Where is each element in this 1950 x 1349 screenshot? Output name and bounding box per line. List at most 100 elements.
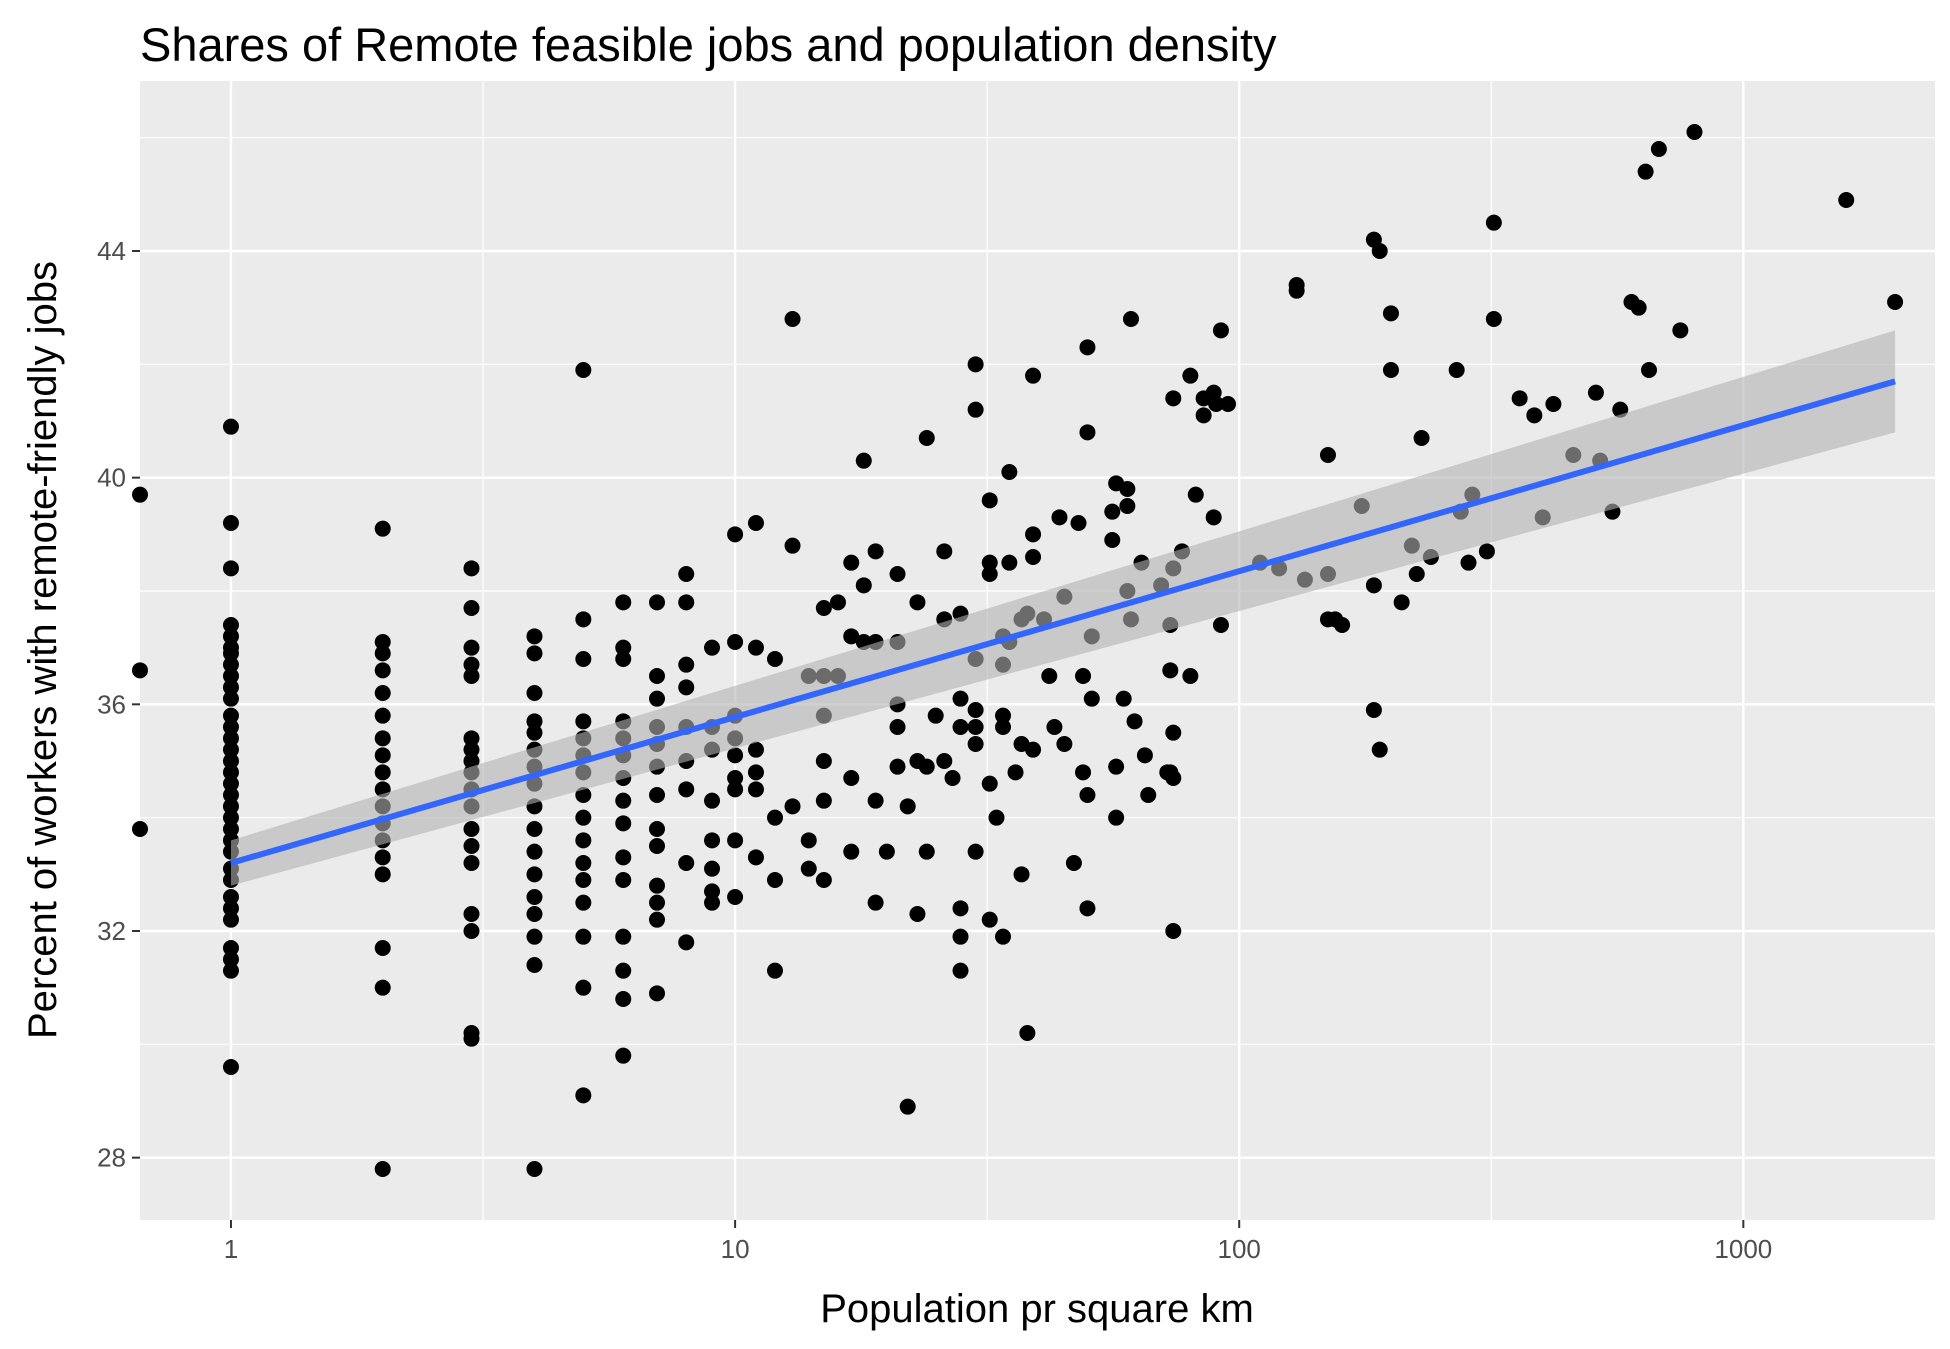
data-point xyxy=(704,639,721,656)
data-point xyxy=(575,979,592,996)
data-point xyxy=(526,645,543,662)
data-point xyxy=(374,866,391,883)
data-point xyxy=(575,611,592,628)
data-point xyxy=(678,934,695,951)
data-point xyxy=(1140,787,1157,803)
data-point xyxy=(1115,690,1132,707)
data-point xyxy=(1051,509,1068,526)
data-point xyxy=(575,651,592,667)
data-point xyxy=(222,690,239,707)
data-point xyxy=(678,656,695,673)
data-point xyxy=(1165,724,1182,741)
y-axis-title: Percent of workers with remote-friendly … xyxy=(21,261,65,1039)
data-point xyxy=(615,962,632,979)
data-point xyxy=(747,849,764,866)
y-tick-label: 36 xyxy=(97,689,126,719)
data-point xyxy=(1485,311,1502,327)
data-point xyxy=(1288,282,1305,299)
data-point xyxy=(463,855,480,871)
data-point xyxy=(1046,719,1063,735)
data-point xyxy=(767,962,784,979)
regression-fit xyxy=(230,330,1896,886)
data-point xyxy=(1083,690,1100,707)
data-point xyxy=(1448,362,1465,378)
data-point xyxy=(727,526,744,543)
data-point xyxy=(1070,515,1087,531)
data-point xyxy=(1526,407,1543,424)
data-point xyxy=(967,736,984,752)
data-point xyxy=(981,775,998,792)
data-point xyxy=(222,940,239,956)
data-point xyxy=(981,492,998,509)
data-point xyxy=(867,792,884,809)
data-point xyxy=(704,792,721,809)
data-point xyxy=(1119,498,1136,514)
data-point xyxy=(767,809,784,826)
data-point xyxy=(526,628,543,645)
data-point xyxy=(1460,554,1477,571)
data-point xyxy=(704,832,721,849)
data-point xyxy=(374,940,391,956)
data-point xyxy=(678,566,695,582)
x-tick-label: 1000 xyxy=(1714,1234,1772,1264)
data-point xyxy=(1393,594,1410,611)
data-point xyxy=(800,860,817,877)
data-point xyxy=(222,821,239,837)
data-point xyxy=(222,753,239,769)
data-point xyxy=(615,849,632,866)
data-point xyxy=(526,889,543,905)
y-tick-label: 28 xyxy=(97,1143,126,1173)
data-point xyxy=(222,741,239,758)
data-point xyxy=(575,894,592,911)
data-point xyxy=(1887,294,1904,310)
data-point xyxy=(1208,396,1225,412)
data-point xyxy=(1056,736,1073,752)
data-point xyxy=(727,770,744,786)
data-point xyxy=(747,781,764,798)
data-point xyxy=(526,821,543,837)
data-point xyxy=(936,543,953,560)
x-axis-title: Population pr square km xyxy=(820,1287,1254,1331)
data-point xyxy=(132,821,148,837)
data-point xyxy=(1212,617,1229,633)
data-point xyxy=(222,707,239,724)
data-point xyxy=(374,520,391,537)
data-point xyxy=(1079,787,1096,803)
data-point xyxy=(526,866,543,883)
data-point xyxy=(843,770,860,786)
data-point xyxy=(1545,396,1562,412)
data-point xyxy=(1119,481,1136,497)
data-point xyxy=(222,560,239,577)
fit-line xyxy=(230,378,1896,866)
data-point xyxy=(374,685,391,701)
data-point xyxy=(222,889,239,905)
data-point xyxy=(1637,163,1654,180)
data-point xyxy=(1212,322,1229,339)
data-point xyxy=(1650,141,1667,157)
data-point xyxy=(649,877,666,894)
data-point xyxy=(918,758,935,775)
data-point xyxy=(1365,702,1382,718)
data-point xyxy=(526,928,543,945)
data-point xyxy=(1025,526,1042,543)
data-point xyxy=(952,690,969,707)
data-point xyxy=(575,787,592,803)
data-point xyxy=(463,838,480,854)
data-point xyxy=(843,628,860,645)
data-point xyxy=(222,628,239,645)
data-point xyxy=(222,656,239,673)
data-point xyxy=(1371,741,1388,758)
data-point xyxy=(463,821,480,837)
y-tick-label: 32 xyxy=(97,916,126,946)
data-point xyxy=(909,906,926,922)
data-point xyxy=(1182,668,1199,684)
data-point xyxy=(1219,396,1236,412)
data-point xyxy=(374,662,391,679)
data-point xyxy=(463,906,480,922)
data-point xyxy=(829,594,846,611)
data-point xyxy=(678,679,695,696)
data-point xyxy=(575,809,592,826)
data-point xyxy=(615,594,632,611)
data-point xyxy=(1587,384,1604,401)
